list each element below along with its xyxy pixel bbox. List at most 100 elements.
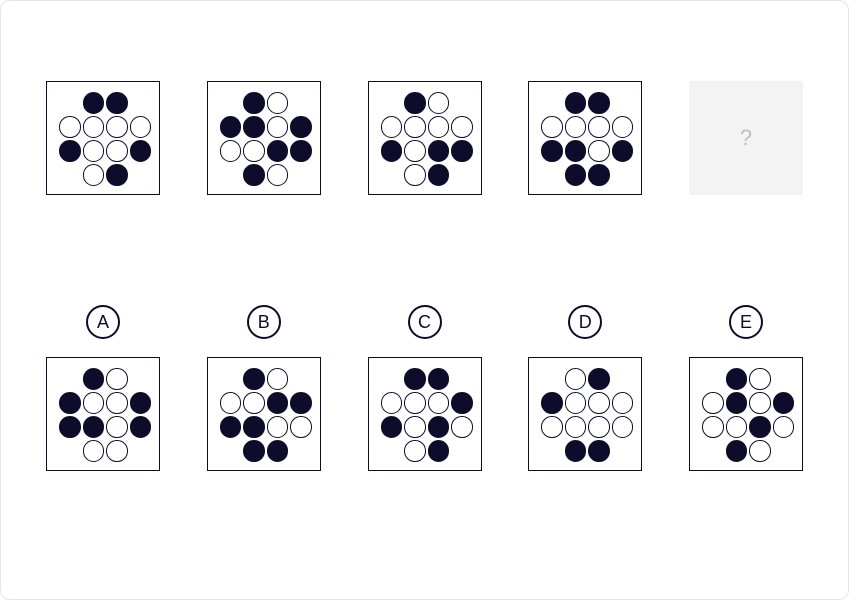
dot bbox=[612, 392, 634, 414]
dot bbox=[541, 116, 563, 138]
dot bbox=[243, 164, 265, 186]
dot bbox=[428, 368, 450, 390]
dot bbox=[130, 140, 152, 162]
dot bbox=[267, 92, 289, 114]
dot bbox=[588, 140, 610, 162]
dot bbox=[106, 164, 128, 186]
dot bbox=[106, 116, 128, 138]
dot bbox=[451, 116, 473, 138]
dot bbox=[83, 92, 105, 114]
answer-tile-1 bbox=[207, 357, 321, 471]
dot bbox=[612, 416, 634, 438]
dot bbox=[404, 116, 426, 138]
dot bbox=[59, 140, 81, 162]
dot bbox=[290, 392, 312, 414]
dot bbox=[565, 116, 587, 138]
dot bbox=[565, 368, 587, 390]
dot bbox=[565, 164, 587, 186]
dot bbox=[267, 392, 289, 414]
dot bbox=[749, 416, 771, 438]
dot bbox=[290, 116, 312, 138]
dot bbox=[381, 140, 403, 162]
dot bbox=[220, 416, 242, 438]
answers-row: A B C D E bbox=[46, 305, 803, 471]
dot bbox=[267, 116, 289, 138]
dot bbox=[267, 140, 289, 162]
dot bbox=[220, 392, 242, 414]
dot bbox=[267, 416, 289, 438]
dot bbox=[773, 416, 795, 438]
dot bbox=[59, 392, 81, 414]
dot bbox=[381, 116, 403, 138]
dot bbox=[451, 392, 473, 414]
option-label-B: B bbox=[247, 305, 281, 339]
sequence-tile-1 bbox=[207, 81, 321, 195]
dot bbox=[106, 416, 128, 438]
sequence-placeholder: ? bbox=[689, 81, 803, 195]
dot bbox=[381, 392, 403, 414]
dot bbox=[541, 140, 563, 162]
dot bbox=[541, 392, 563, 414]
dot bbox=[243, 92, 265, 114]
dot bbox=[404, 164, 426, 186]
dot bbox=[588, 164, 610, 186]
dot bbox=[220, 116, 242, 138]
dot bbox=[106, 92, 128, 114]
dot bbox=[588, 92, 610, 114]
dot bbox=[130, 416, 152, 438]
dot bbox=[588, 392, 610, 414]
dot bbox=[83, 116, 105, 138]
dot bbox=[588, 116, 610, 138]
dot bbox=[267, 164, 289, 186]
answer-option-C[interactable]: C bbox=[368, 305, 482, 471]
dot bbox=[404, 392, 426, 414]
answer-tile-2 bbox=[368, 357, 482, 471]
dot bbox=[726, 368, 748, 390]
answer-tile-3 bbox=[528, 357, 642, 471]
answer-option-A[interactable]: A bbox=[46, 305, 160, 471]
answer-option-B[interactable]: B bbox=[207, 305, 321, 471]
dot bbox=[243, 392, 265, 414]
option-label-A: A bbox=[86, 305, 120, 339]
dot bbox=[451, 140, 473, 162]
sequence-tile-0 bbox=[46, 81, 160, 195]
option-label-C: C bbox=[408, 305, 442, 339]
dot bbox=[428, 140, 450, 162]
dot bbox=[428, 392, 450, 414]
puzzle-card: ? A B C D E bbox=[0, 0, 849, 600]
dot bbox=[243, 140, 265, 162]
dot bbox=[83, 368, 105, 390]
answer-option-E[interactable]: E bbox=[689, 305, 803, 471]
dot bbox=[428, 164, 450, 186]
answer-tile-4 bbox=[689, 357, 803, 471]
dot bbox=[106, 368, 128, 390]
dot bbox=[612, 116, 634, 138]
dot bbox=[83, 440, 105, 462]
dot bbox=[267, 440, 289, 462]
answer-option-D[interactable]: D bbox=[528, 305, 642, 471]
dot bbox=[290, 416, 312, 438]
dot bbox=[749, 392, 771, 414]
dot bbox=[588, 368, 610, 390]
dot bbox=[83, 164, 105, 186]
dot bbox=[726, 416, 748, 438]
dot bbox=[404, 416, 426, 438]
dot bbox=[59, 116, 81, 138]
dot bbox=[106, 392, 128, 414]
dot bbox=[83, 392, 105, 414]
dot bbox=[381, 416, 403, 438]
dot bbox=[130, 392, 152, 414]
dot bbox=[565, 416, 587, 438]
dot bbox=[220, 140, 242, 162]
dot bbox=[243, 440, 265, 462]
dot bbox=[726, 392, 748, 414]
option-label-E: E bbox=[729, 305, 763, 339]
dot bbox=[726, 440, 748, 462]
dot bbox=[702, 416, 724, 438]
dot bbox=[404, 368, 426, 390]
dot bbox=[749, 440, 771, 462]
dot bbox=[243, 116, 265, 138]
dot bbox=[541, 416, 563, 438]
dot bbox=[773, 392, 795, 414]
dot bbox=[83, 140, 105, 162]
